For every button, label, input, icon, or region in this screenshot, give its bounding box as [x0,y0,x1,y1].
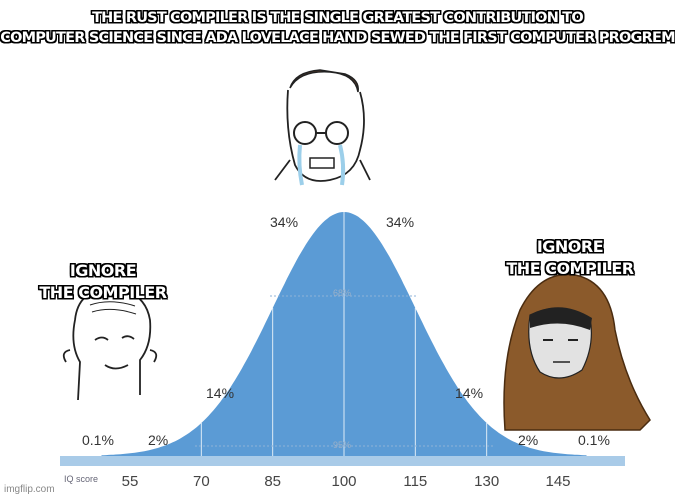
right-caption-line1: IGNORE [536,237,604,256]
label-far-left: 0.1% [82,432,114,448]
x-ticks: 55 70 85 100 115 130 145 [122,473,571,490]
label-right-2: 2% [518,432,538,448]
axis-band [60,456,625,466]
tick-label-130: 130 [474,473,499,490]
x-axis-label: IQ score [64,474,98,484]
label-right-14: 14% [455,385,483,401]
top-caption: THE RUST COMPILER IS THE SINGLE GREATEST… [0,8,675,48]
tick-label-85: 85 [264,473,281,490]
sd-lines [200,212,488,456]
right-caption-line2: THE COMPILER [506,259,634,278]
label-95: 95% [333,440,351,450]
right-figure-bangs [530,307,592,330]
left-wojak-ears [62,349,158,363]
left-wojak-eyes [94,335,135,341]
tick-label-55: 55 [122,473,139,490]
center-wojak-tears [297,144,346,186]
label-left-2: 2% [148,432,168,448]
right-hooded-figure [503,273,651,431]
left-wojak-brow-lines [89,301,137,315]
top-caption-line1: THE RUST COMPILER IS THE SINGLE GREATEST… [92,10,584,26]
label-68: 68% [333,288,351,298]
center-wojak-teeth [309,157,335,169]
tick-label-100: 100 [331,473,356,490]
watermark: imgflip.com [4,484,55,495]
center-wojak-hair [289,69,359,93]
center-wojak-head [286,89,365,182]
label-left-14: 14% [206,385,234,401]
left-wojak-mouth [104,364,129,370]
label-right-34: 34% [386,214,414,230]
center-wojak-neck [274,159,371,181]
top-caption-line2: COMPUTER SCIENCE SINCE ADA LOVELACE HAND… [0,30,675,46]
center-wojak-glasses-left [293,121,317,145]
center-wojak-glasses-right [325,121,349,145]
left-caption-line2: THE COMPILER [39,283,167,302]
tick-label-115: 115 [403,473,427,490]
left-caption-line1: IGNORE [69,261,137,280]
label-left-34: 34% [270,214,298,230]
label-far-right: 0.1% [578,432,610,448]
left-wojak-head [72,287,152,401]
right-caption: IGNORE THE COMPILER [490,236,650,280]
tick-label-145: 145 [545,473,570,490]
tick-label-70: 70 [193,473,210,490]
center-wojak-figure [274,69,371,186]
left-wojak-figure [62,287,158,401]
left-caption: IGNORE THE COMPILER [28,260,178,304]
